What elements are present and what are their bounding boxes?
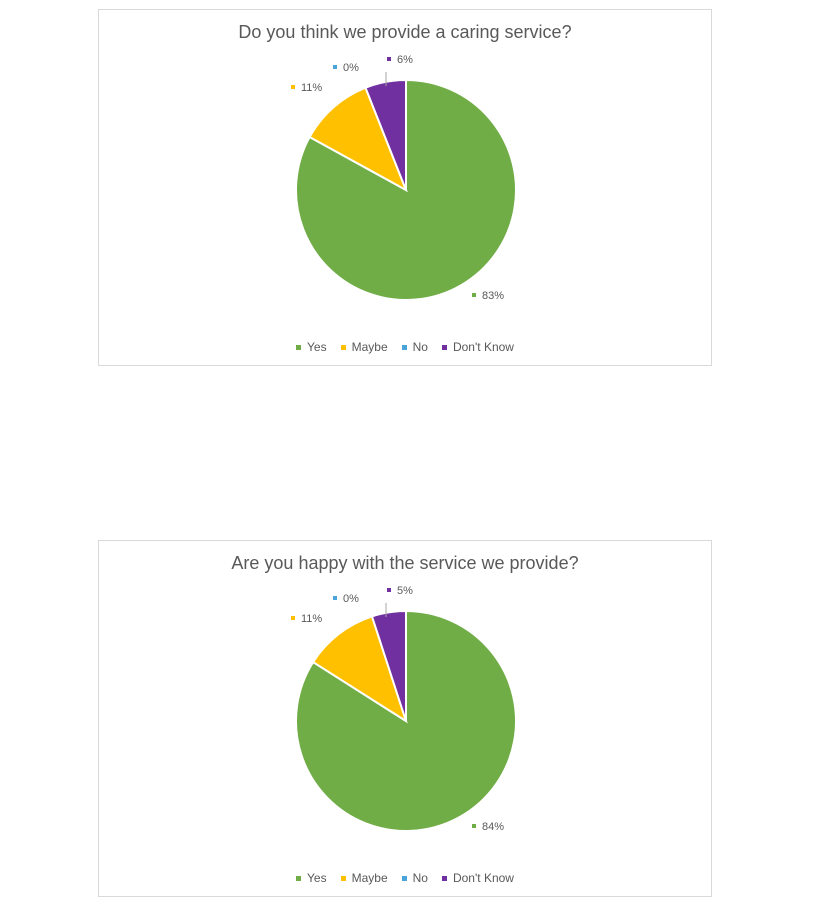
data-label-yes: 83% — [482, 290, 504, 302]
legend-label: Yes — [307, 871, 327, 885]
data-label-maybe: 11% — [301, 613, 322, 625]
legend-item-maybe: Maybe — [340, 340, 388, 354]
pie-plot: 83% 11% 0% 6% — [291, 54, 517, 302]
legend-item-yes: Yes — [296, 871, 327, 885]
legend-item-no: No — [401, 871, 428, 885]
legend-label: No — [412, 871, 428, 885]
legend-swatch — [401, 875, 407, 881]
pie-slice-maybe — [308, 86, 408, 193]
data-label-swatch-dont-know — [387, 57, 391, 61]
legend-swatch — [401, 344, 407, 350]
legend-label: Maybe — [351, 340, 388, 354]
legend-swatch — [441, 875, 447, 881]
chart-caring-service: Do you think we provide a caring service… — [98, 9, 712, 366]
data-label-swatch-maybe — [291, 85, 295, 89]
legend-label: Maybe — [351, 871, 388, 885]
data-label-no: 0% — [343, 593, 359, 605]
legend-swatch — [296, 344, 302, 350]
pie-plot: 84% 11% 0% 5% — [291, 585, 517, 833]
legend-label: Don't Know — [452, 871, 514, 885]
legend-item-dont-know: Don't Know — [441, 340, 514, 354]
data-label-no: 0% — [343, 62, 359, 74]
pie-slice-dont-know — [364, 78, 407, 191]
legend-swatch — [340, 875, 346, 881]
legend-swatch — [441, 344, 447, 350]
data-label-swatch-maybe — [291, 616, 295, 620]
chart-title: Are you happy with the service we provid… — [231, 553, 579, 573]
pie-slice-dont-know — [370, 609, 407, 722]
legend: Yes Maybe No Don't Know — [99, 340, 711, 354]
legend-swatch — [340, 344, 346, 350]
data-label-swatch-yes — [472, 824, 476, 828]
data-label-swatch-no — [333, 596, 337, 600]
legend-item-dont-know: Don't Know — [441, 871, 514, 885]
data-label-swatch-yes — [472, 293, 476, 297]
legend-swatch — [296, 875, 302, 881]
pie-slice-maybe — [311, 615, 408, 724]
legend-label: Yes — [307, 340, 327, 354]
data-label-dont-know: 5% — [397, 585, 413, 597]
legend-item-maybe: Maybe — [340, 871, 388, 885]
legend: Yes Maybe No Don't Know — [99, 871, 711, 885]
chart-happy-with-service: Are you happy with the service we provid… — [98, 540, 712, 897]
chart-title: Do you think we provide a caring service… — [238, 22, 572, 42]
data-label-yes: 84% — [482, 821, 504, 833]
legend-item-yes: Yes — [296, 340, 327, 354]
data-label-swatch-dont-know — [387, 588, 391, 592]
legend-label: Don't Know — [452, 340, 514, 354]
data-label-swatch-no — [333, 65, 337, 69]
legend-item-no: No — [401, 340, 428, 354]
legend-label: No — [412, 340, 428, 354]
data-label-maybe: 11% — [301, 82, 322, 94]
data-label-dont-know: 6% — [397, 54, 413, 66]
